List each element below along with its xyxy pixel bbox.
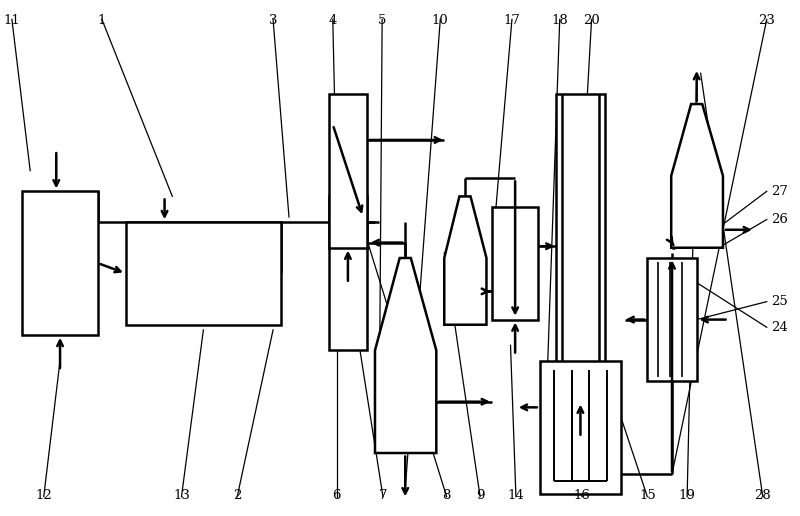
Text: 20: 20 — [583, 14, 600, 27]
Text: 10: 10 — [432, 14, 449, 27]
Bar — [556, 94, 605, 401]
Text: 1: 1 — [98, 14, 106, 27]
Bar — [329, 197, 367, 350]
Text: 4: 4 — [329, 14, 337, 27]
Bar — [492, 207, 538, 319]
Text: 13: 13 — [173, 489, 190, 502]
Text: 12: 12 — [35, 489, 52, 502]
Polygon shape — [375, 258, 436, 453]
Text: 28: 28 — [754, 489, 771, 502]
Text: 27: 27 — [770, 185, 788, 198]
Text: 24: 24 — [770, 321, 787, 334]
Text: 19: 19 — [678, 489, 695, 502]
Text: 26: 26 — [770, 213, 788, 226]
Polygon shape — [671, 104, 723, 248]
Bar — [22, 191, 98, 335]
Text: 23: 23 — [758, 14, 775, 27]
Bar — [329, 94, 367, 248]
Text: 3: 3 — [269, 14, 278, 27]
Text: 2: 2 — [233, 489, 242, 502]
Text: 7: 7 — [378, 489, 387, 502]
Text: 14: 14 — [507, 489, 524, 502]
Bar — [126, 222, 281, 325]
Text: 8: 8 — [442, 489, 451, 502]
Text: 25: 25 — [770, 295, 787, 308]
Text: 11: 11 — [3, 14, 20, 27]
Text: 17: 17 — [503, 14, 520, 27]
Text: 5: 5 — [378, 14, 386, 27]
Text: 18: 18 — [551, 14, 568, 27]
Polygon shape — [444, 197, 486, 325]
Text: 16: 16 — [574, 489, 590, 502]
Bar — [540, 361, 621, 494]
Text: 9: 9 — [476, 489, 484, 502]
Text: 15: 15 — [639, 489, 656, 502]
Bar — [647, 258, 697, 381]
Text: 6: 6 — [333, 489, 341, 502]
